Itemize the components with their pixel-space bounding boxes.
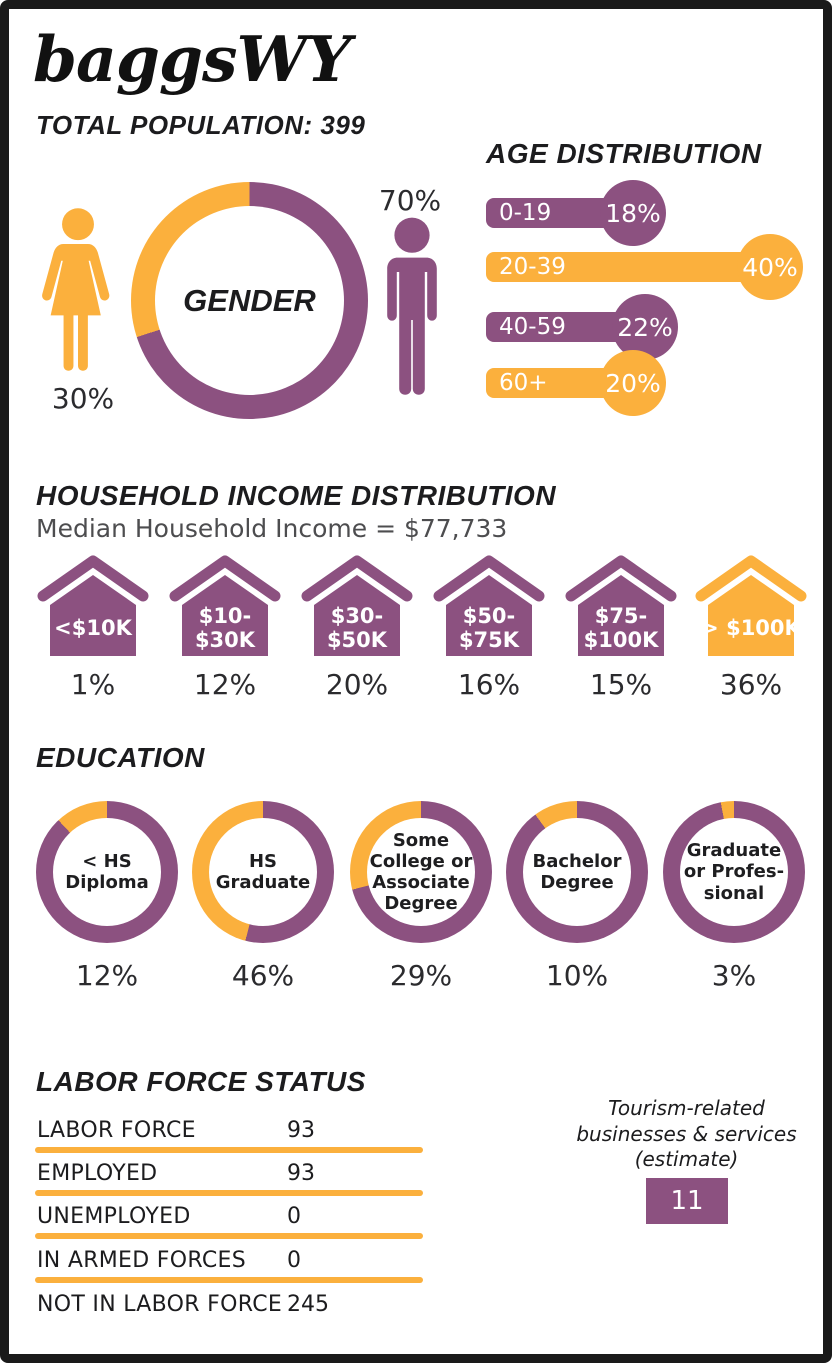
education-donut: Graduate or Profes- sional bbox=[663, 801, 805, 943]
house-range-label: > $100K bbox=[701, 615, 801, 640]
labor-row-value: 0 bbox=[287, 1248, 301, 1273]
labor-row-label: NOT IN LABOR FORCE bbox=[37, 1292, 283, 1317]
education-pct: 10% bbox=[545, 959, 609, 992]
education-donut: Some College or Associate Degree bbox=[350, 801, 492, 943]
gender-donut-hole bbox=[155, 206, 344, 395]
income-house-6: > $100K 36% bbox=[690, 552, 812, 701]
house-icon bbox=[301, 555, 413, 656]
education-pct: 46% bbox=[231, 959, 295, 992]
labor-row-value: 245 bbox=[287, 1292, 329, 1317]
house-pct: 20% bbox=[325, 668, 389, 701]
age-section-title: AGE DISTRIBUTION bbox=[486, 138, 762, 169]
house-pct: 1% bbox=[70, 668, 116, 701]
house-pct: 12% bbox=[193, 668, 257, 701]
page-title: baggsWY bbox=[33, 22, 351, 96]
age-dot-pct: 22% bbox=[617, 312, 673, 342]
education-item-3: Some College or Associate Degree 29% bbox=[350, 801, 492, 992]
education-donut: < HS Diploma bbox=[36, 801, 178, 943]
house-pct: 36% bbox=[719, 668, 783, 701]
labor-row-label: UNEMPLOYED bbox=[37, 1204, 191, 1229]
age-dot-pct: 40% bbox=[742, 252, 798, 282]
age-bar-label: 40-59 bbox=[499, 314, 566, 340]
labor-row-label: EMPLOYED bbox=[37, 1161, 158, 1186]
income-subtitle: Median Household Income = $77,733 bbox=[36, 514, 508, 543]
education-label: Graduate or Profes- sional bbox=[683, 840, 785, 904]
gender-donut: GENDER bbox=[131, 182, 368, 419]
income-section-title: HOUSEHOLD INCOME DISTRIBUTION bbox=[36, 480, 557, 511]
age-bar-label: 0-19 bbox=[499, 200, 552, 226]
age-dot-20-39: 40% bbox=[737, 234, 803, 300]
labor-row-value: 93 bbox=[287, 1118, 315, 1143]
house-range-label: $75- $100K bbox=[583, 603, 659, 652]
age-dot-0-19: 18% bbox=[600, 180, 666, 246]
gender-title: GENDER bbox=[183, 282, 316, 318]
labor-row-value: 93 bbox=[287, 1161, 315, 1186]
education-section-title: EDUCATION bbox=[36, 742, 205, 773]
education-label: Some College or Associate Degree bbox=[369, 829, 473, 915]
divider bbox=[35, 1277, 423, 1283]
age-bar-20-39: 20-39 bbox=[486, 252, 773, 282]
education-item-2: HS Graduate 46% bbox=[192, 801, 334, 992]
education-label: Bachelor Degree bbox=[532, 850, 622, 893]
divider bbox=[35, 1233, 423, 1239]
education-label: HS Graduate bbox=[215, 850, 311, 893]
tourism-value-badge: 11 bbox=[646, 1178, 728, 1224]
age-dot-pct: 18% bbox=[605, 198, 661, 228]
house-icon bbox=[169, 555, 281, 656]
education-item-4: Bachelor Degree 10% bbox=[506, 801, 648, 992]
age-bar-label: 60+ bbox=[499, 370, 548, 396]
age-dot-pct: 20% bbox=[605, 368, 661, 398]
tourism-label: Tourism-related businesses & services (e… bbox=[576, 1096, 797, 1172]
house-range-label: $50- $75K bbox=[458, 603, 520, 652]
female-icon bbox=[42, 208, 110, 371]
education-donut: Bachelor Degree bbox=[506, 801, 648, 943]
house-icon bbox=[695, 555, 807, 656]
labor-row-label: IN ARMED FORCES bbox=[37, 1248, 246, 1273]
income-house-1: <$10K 1% bbox=[32, 552, 154, 701]
education-label: < HS Diploma bbox=[65, 850, 149, 893]
age-dot-40-59: 22% bbox=[612, 294, 678, 360]
education-pct: 29% bbox=[389, 959, 453, 992]
education-pct: 12% bbox=[75, 959, 139, 992]
education-item-1: < HS Diploma 12% bbox=[36, 801, 178, 992]
total-population: TOTAL POPULATION: 399 bbox=[36, 110, 366, 140]
house-range-label: $10- $30K bbox=[194, 603, 256, 652]
income-house-3: $30- $50K 20% bbox=[296, 552, 418, 701]
house-pct: 15% bbox=[589, 668, 653, 701]
labor-row-value: 0 bbox=[287, 1204, 301, 1229]
labor-row-label: LABOR FORCE bbox=[37, 1118, 196, 1143]
female-pct-label: 30% bbox=[51, 382, 115, 415]
education-donut: HS Graduate bbox=[192, 801, 334, 943]
education-pct: 3% bbox=[711, 959, 757, 992]
house-pct: 16% bbox=[457, 668, 521, 701]
labor-section-title: LABOR FORCE STATUS bbox=[36, 1066, 366, 1097]
divider bbox=[35, 1147, 423, 1153]
income-house-2: $10- $30K 12% bbox=[164, 552, 286, 701]
house-icon bbox=[433, 555, 545, 656]
income-house-4: $50- $75K 16% bbox=[428, 552, 550, 701]
income-house-5: $75- $100K 15% bbox=[560, 552, 682, 701]
house-range-label: <$10K bbox=[54, 615, 132, 640]
age-bar-label: 20-39 bbox=[499, 254, 566, 280]
divider bbox=[35, 1190, 423, 1196]
house-icon bbox=[565, 555, 677, 656]
male-icon bbox=[387, 217, 437, 395]
house-range-label: $30- $50K bbox=[326, 603, 388, 652]
education-item-5: Graduate or Profes- sional 3% bbox=[663, 801, 805, 992]
house-icon bbox=[37, 555, 149, 656]
age-dot-60plus: 20% bbox=[600, 350, 666, 416]
male-pct-label: 70% bbox=[378, 184, 442, 217]
